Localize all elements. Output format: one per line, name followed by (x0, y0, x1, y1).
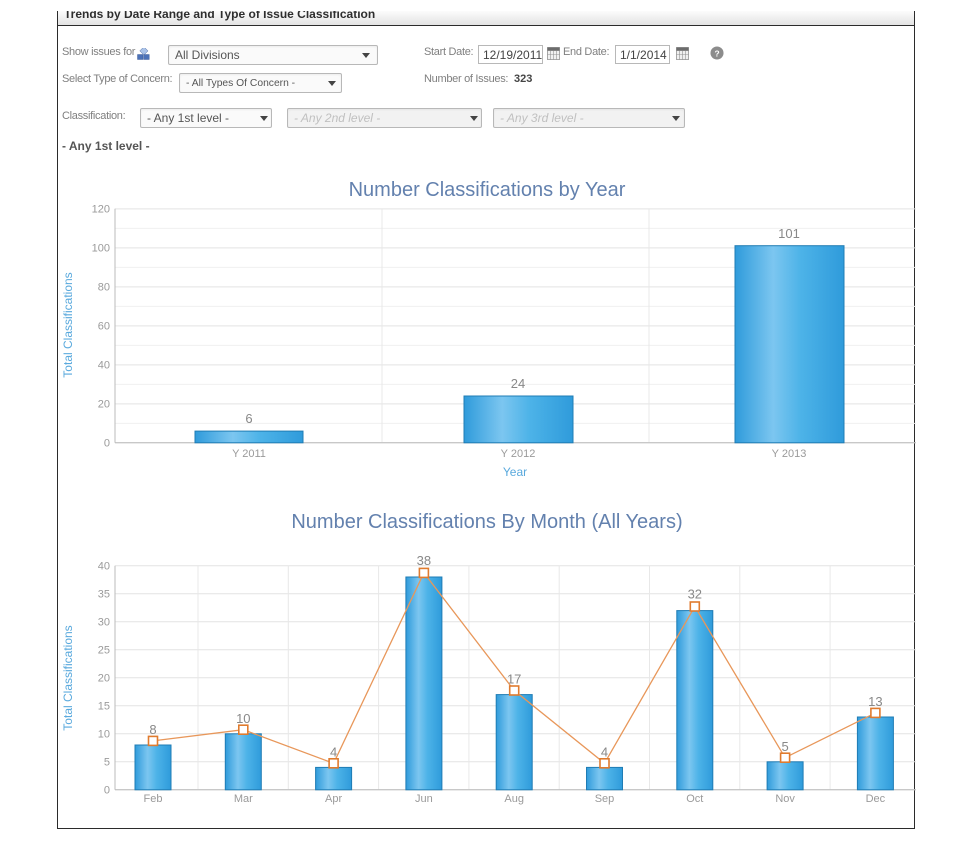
svg-text:6: 6 (245, 411, 252, 426)
svg-text:13: 13 (868, 694, 882, 709)
svg-text:101: 101 (778, 226, 800, 241)
svg-text:Year: Year (503, 465, 527, 479)
svg-text:Oct: Oct (686, 793, 703, 805)
svg-text:Y 2011: Y 2011 (232, 448, 266, 460)
svg-text:8: 8 (149, 722, 156, 737)
svg-text:Dec: Dec (866, 793, 886, 805)
svg-text:38: 38 (417, 553, 431, 568)
svg-text:Total Classifications: Total Classifications (61, 272, 75, 377)
svg-text:100: 100 (92, 243, 110, 255)
svg-text:Jun: Jun (415, 793, 433, 805)
svg-text:120: 120 (92, 204, 110, 216)
svg-text:Mar: Mar (234, 793, 253, 805)
svg-text:5: 5 (781, 739, 788, 754)
svg-text:0: 0 (104, 785, 110, 797)
svg-text:20: 20 (98, 673, 110, 685)
svg-text:5: 5 (104, 757, 110, 769)
svg-text:Y 2013: Y 2013 (772, 448, 807, 460)
svg-text:0: 0 (104, 438, 110, 450)
svg-text:80: 80 (98, 282, 110, 294)
svg-text:10: 10 (98, 729, 110, 741)
svg-text:20: 20 (98, 399, 110, 411)
svg-text:Nov: Nov (775, 793, 795, 805)
svg-text:15: 15 (98, 701, 110, 713)
svg-text:?: ? (714, 48, 719, 58)
svg-text:4: 4 (601, 744, 608, 759)
svg-text:Apr: Apr (325, 793, 342, 805)
svg-text:24: 24 (511, 376, 525, 391)
svg-text:25: 25 (98, 645, 110, 657)
svg-text:Y 2012: Y 2012 (501, 448, 536, 460)
svg-text:35: 35 (98, 589, 110, 601)
svg-text:40: 40 (98, 561, 110, 573)
svg-text:32: 32 (688, 587, 702, 602)
svg-text:60: 60 (98, 321, 110, 333)
svg-text:Sep: Sep (595, 793, 615, 805)
svg-text:Total Classifications: Total Classifications (61, 625, 75, 730)
svg-text:Feb: Feb (144, 793, 163, 805)
svg-text:Aug: Aug (504, 793, 524, 805)
svg-text:40: 40 (98, 360, 110, 372)
svg-text:30: 30 (98, 617, 110, 629)
svg-text:10: 10 (236, 711, 250, 726)
